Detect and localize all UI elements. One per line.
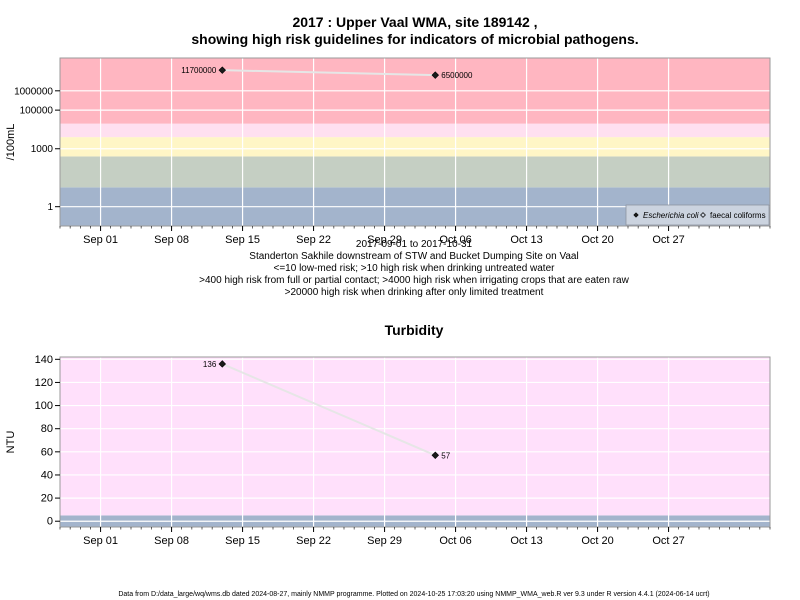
legend-ecoli-marker: [633, 212, 639, 218]
x-tick-label-9: Oct 27: [652, 234, 684, 246]
data-point-2: [431, 451, 440, 460]
data-point-2: [431, 71, 440, 79]
x-tick-label-6: Oct 06: [439, 234, 471, 246]
y-tick-label-1: 0: [47, 516, 53, 528]
y-tick-label-2: 20: [41, 493, 53, 505]
y-axis-label: NTU: [5, 431, 17, 454]
y-tick-label-7: 120: [35, 377, 53, 389]
data-label-2: 6500000: [441, 71, 473, 80]
chart1-caption-line-5: >20000 high risk when drinking after onl…: [285, 287, 544, 298]
series-line: [221, 363, 436, 457]
chart1-caption-line-1: 2017-09-01 to 2017-10-31: [356, 239, 473, 250]
chart1-title: 2017 : Upper Vaal WMA, site 189142 ,: [292, 14, 537, 30]
y-tick-label-3: 100000: [20, 106, 54, 117]
legend-ecoli-label: Escherichia coli: [643, 211, 699, 220]
x-tick-label-7: Oct 13: [510, 535, 542, 547]
series-line: [222, 69, 436, 77]
chart1-title-line2: showing high risk guidelines for indicat…: [191, 31, 638, 47]
risk-band-2: [60, 357, 770, 516]
data-point-1: [218, 66, 227, 74]
x-tick-label-6: Oct 06: [439, 535, 471, 547]
footer-note: Data from D:/data_large/wq/wms.db dated …: [118, 591, 709, 598]
risk-band-2: [60, 156, 770, 188]
x-tick-label-2: Sep 08: [154, 535, 189, 547]
x-tick-label-5: Sep 29: [367, 535, 402, 547]
x-tick-label-8: Oct 20: [581, 234, 613, 246]
risk-band-4: [60, 123, 770, 138]
x-tick-label-3: Sep 15: [225, 234, 260, 246]
x-tick-label-5: Sep 29: [367, 234, 402, 246]
data-label-1: 11700000: [181, 66, 217, 75]
y-tick-label-1: 1: [47, 202, 53, 213]
y-tick-label-5: 80: [41, 423, 53, 435]
x-tick-label-4: Sep 22: [296, 234, 331, 246]
data-label-2: 57: [441, 451, 450, 460]
x-tick-label-8: Oct 20: [581, 535, 613, 547]
y-tick-label-4: 1000000: [14, 86, 53, 97]
y-tick-label-2: 1000: [31, 144, 54, 155]
legend-faecal-label: faecal coliforms: [710, 211, 766, 220]
x-tick-label-9: Oct 27: [652, 535, 684, 547]
chart2-title: Turbidity: [385, 322, 444, 338]
legend-box: [625, 204, 770, 226]
chart1-caption-line-2: Standerton Sakhile downstream of STW and…: [249, 251, 578, 262]
y-tick-label-4: 60: [41, 446, 53, 458]
data-point-1: [218, 360, 227, 368]
x-tick-label-1: Sep 01: [83, 234, 118, 246]
y-tick-label-6: 100: [35, 400, 53, 412]
x-tick-label-1: Sep 01: [83, 535, 118, 547]
risk-band-3: [60, 137, 770, 157]
turbidity-chart: Sep 01 Sep 08 Sep 15 Sep 22 Sep 29 Oct 06 Oct …: [5, 354, 771, 547]
data-label-1: 136: [203, 360, 217, 369]
chart1-caption-line-4: >400 high risk from full or partial cont…: [199, 275, 629, 286]
x-tick-label-7: Oct 13: [510, 234, 542, 246]
x-tick-label-3: Sep 15: [225, 535, 260, 547]
y-tick-label-3: 40: [41, 469, 53, 481]
microbial-chart: Sep 01 Sep 08 Sep 15 Sep 22 Sep 29 Oct 06 Oct …: [5, 57, 771, 246]
chart1-caption-line-3: <=10 low-med risk; >10 high risk when dr…: [274, 263, 556, 274]
y-axis-label: /100mL: [5, 124, 17, 161]
x-tick-label-4: Sep 22: [296, 535, 331, 547]
legend-faecal-marker: [700, 212, 706, 218]
x-tick-label-2: Sep 08: [154, 234, 189, 246]
y-tick-label-8: 140: [35, 354, 53, 366]
